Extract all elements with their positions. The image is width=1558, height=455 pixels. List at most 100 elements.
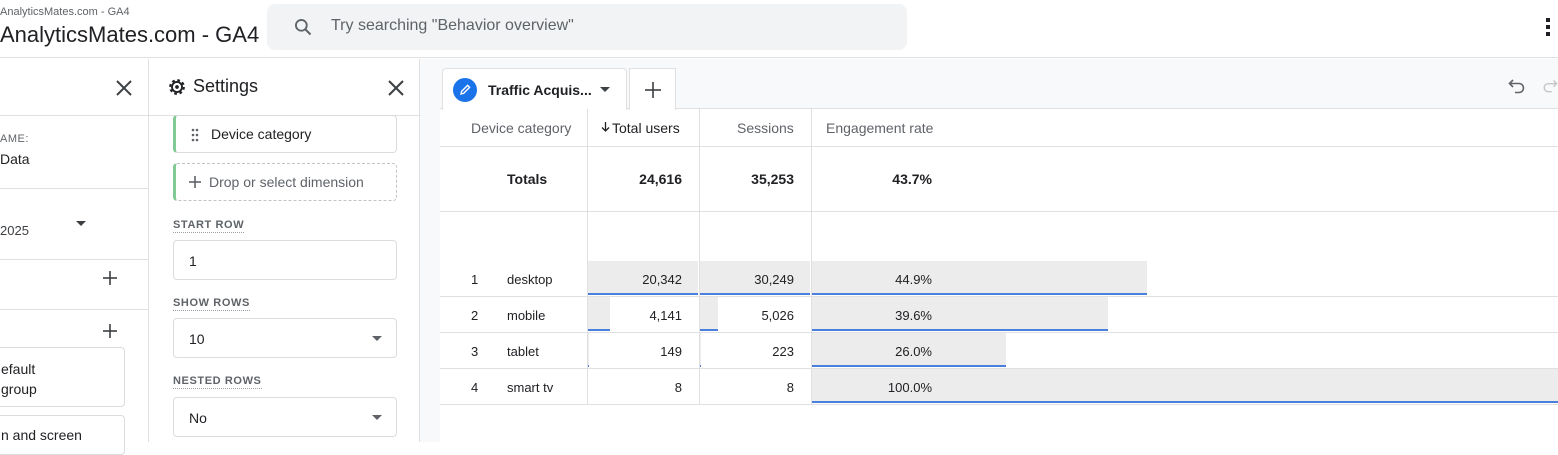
sessions-bar-line	[700, 365, 701, 367]
add-icon	[189, 176, 201, 188]
top-bar: AnalyticsMates.com - GA4 AnalyticsMates.…	[0, 0, 1558, 58]
row-sessions: 5,026	[761, 308, 794, 323]
tab-bar: Traffic Acquis...	[440, 59, 1558, 110]
total-users-bar	[588, 333, 589, 365]
row-engagement-rate: 39.6%	[895, 308, 932, 323]
property-name[interactable]: AnalyticsMates.com - GA4	[0, 22, 260, 47]
dimension-chip-label: Device category	[211, 126, 312, 142]
engagement-rate-bar-line	[812, 365, 1006, 367]
row-device-category[interactable]: mobile	[507, 308, 546, 323]
search-bar[interactable]: Try searching "Behavior overview"	[267, 4, 907, 50]
gear-icon	[169, 79, 185, 95]
engagement-rate-bar-line	[812, 401, 1558, 403]
row-sessions: 8	[786, 380, 794, 395]
row-device-category[interactable]: smart tv	[507, 380, 554, 395]
drop-dimension-label: Drop or select dimension	[209, 174, 364, 190]
total-users-bar-line	[588, 293, 698, 295]
totals-total-users: 24,616	[639, 171, 682, 187]
dimension-chip[interactable]: n and screen	[0, 415, 125, 455]
date-range-value[interactable]: 2025	[0, 223, 29, 238]
row-divider	[440, 211, 1558, 212]
divider	[0, 259, 149, 260]
row-divider	[440, 368, 1558, 369]
exploration-name-label: AME:	[0, 133, 29, 145]
exploration-name-value[interactable]: Data	[0, 151, 30, 167]
total-users-bar-line	[588, 329, 610, 331]
sessions-bar	[700, 261, 810, 293]
tab-label: Traffic Acquis...	[488, 82, 592, 98]
chevron-down-icon[interactable]	[600, 87, 610, 92]
total-users-bar	[588, 297, 610, 329]
sessions-bar	[700, 297, 718, 329]
tab-settings-panel: Settings Device category Drop or select …	[149, 59, 420, 442]
totals-label: Totals	[507, 171, 548, 187]
variables-panel: AME: Data 2025 efault group n and screen	[0, 59, 149, 455]
engagement-rate-bar-line	[812, 329, 1108, 331]
chevron-down-icon	[372, 415, 382, 420]
row-total-users: 149	[660, 344, 682, 359]
close-icon[interactable]	[386, 78, 406, 98]
search-placeholder: Try searching "Behavior overview"	[331, 17, 574, 34]
totals-sessions: 35,253	[751, 171, 794, 187]
panel-gutter	[420, 59, 440, 442]
column-header-device-category[interactable]: Device category	[471, 120, 572, 136]
settings-header: Settings	[149, 59, 419, 116]
column-header-sessions[interactable]: Sessions	[737, 120, 794, 136]
row-sessions: 30,249	[754, 272, 794, 287]
column-divider	[811, 109, 812, 404]
tab-traffic-acquisition[interactable]: Traffic Acquis...	[442, 68, 627, 110]
dimension-chip[interactable]: efault group	[0, 347, 125, 407]
start-row-label: START ROW	[173, 219, 245, 233]
add-icon	[645, 82, 661, 98]
nested-rows-label: NESTED ROWS	[173, 375, 262, 389]
show-rows-select[interactable]: 10	[173, 318, 397, 358]
settings-title: Settings	[193, 76, 259, 96]
show-rows-label: SHOW ROWS	[173, 297, 250, 311]
column-divider	[587, 109, 588, 404]
row-device-category[interactable]: tablet	[507, 344, 539, 359]
row-divider	[440, 296, 1558, 297]
drop-dimension-target[interactable]: Drop or select dimension	[173, 163, 397, 201]
column-header-label: Total users	[612, 120, 680, 136]
sessions-bar	[700, 333, 701, 365]
sessions-bar-line	[700, 293, 810, 295]
engagement-rate-bar	[812, 333, 1006, 365]
dimension-chip-device-category[interactable]: Device category	[173, 115, 397, 153]
row-device-category[interactable]: desktop	[507, 272, 553, 287]
variables-panel-header	[0, 59, 148, 116]
engagement-rate-bar	[812, 297, 1108, 329]
drag-handle-icon[interactable]	[191, 128, 199, 142]
row-divider	[440, 404, 1558, 405]
close-icon[interactable]	[114, 78, 134, 98]
add-tab-button[interactable]	[629, 68, 676, 110]
undo-icon[interactable]	[1508, 76, 1526, 94]
nested-rows-value: No	[189, 410, 207, 426]
search-icon	[295, 19, 312, 36]
add-icon[interactable]	[102, 323, 118, 339]
show-rows-value: 10	[189, 331, 205, 347]
chevron-down-icon	[372, 336, 382, 341]
column-divider	[699, 109, 700, 404]
column-header-engagement-rate[interactable]: Engagement rate	[826, 120, 934, 136]
account-breadcrumb[interactable]: AnalyticsMates.com - GA4	[0, 6, 130, 18]
row-sessions: 223	[772, 344, 794, 359]
chevron-down-icon[interactable]	[76, 221, 86, 226]
dimension-chip-line1: efault	[1, 361, 36, 377]
add-icon[interactable]	[102, 270, 118, 286]
more-vert-icon[interactable]	[1546, 18, 1552, 36]
start-row-input[interactable]: 1	[173, 240, 397, 280]
dimension-chip-line2: group	[1, 381, 37, 397]
redo-icon[interactable]	[1542, 76, 1558, 94]
row-engagement-rate: 100.0%	[887, 380, 932, 395]
nested-rows-select[interactable]: No	[173, 397, 397, 437]
divider	[0, 309, 149, 310]
total-users-bar	[588, 261, 698, 293]
divider	[0, 188, 149, 189]
start-row-value: 1	[189, 253, 197, 269]
row-index: 3	[471, 344, 479, 359]
engagement-rate-bar	[812, 369, 1558, 401]
column-header-total-users[interactable]: Total users	[601, 109, 683, 146]
row-index: 4	[471, 380, 479, 395]
pencil-icon[interactable]	[453, 78, 477, 102]
dimension-chip-label: n and screen	[1, 427, 82, 443]
